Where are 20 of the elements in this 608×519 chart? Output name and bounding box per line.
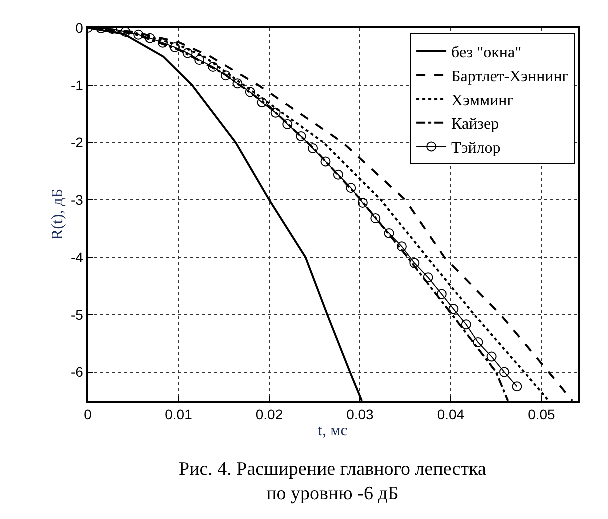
legend-label: Хэмминг bbox=[452, 92, 514, 110]
legend-label: Бартлет-Хэннинг bbox=[452, 68, 570, 86]
y-tick-label: -5 bbox=[70, 306, 84, 323]
y-tick-label: -6 bbox=[70, 364, 84, 380]
y-axis-title: R(t), дБ bbox=[49, 188, 66, 240]
x-tick-label: 0.01 bbox=[165, 406, 193, 423]
y-tick-label: -1 bbox=[70, 77, 84, 94]
x-tick-label: 0.04 bbox=[437, 406, 465, 423]
y-tick-label: -2 bbox=[70, 134, 84, 151]
legend-label: Кайзер bbox=[452, 116, 500, 134]
text: Рис. 4. Расширение главного лепестка по уровню -6 дБ bbox=[179, 459, 487, 505]
legend-label: Тэйлор bbox=[452, 140, 501, 157]
x-axis-title: t, мс bbox=[318, 422, 348, 440]
x-tick-label: 0.05 bbox=[528, 406, 556, 423]
legend-label: без "окна" bbox=[452, 44, 522, 62]
y-tick-label: -3 bbox=[70, 192, 84, 208]
x-tick-label: 0.02 bbox=[256, 406, 284, 423]
x-tick-label: 0.03 bbox=[346, 406, 374, 423]
y-tick-label: 0 bbox=[76, 20, 84, 36]
y-tick-label: -4 bbox=[70, 249, 84, 266]
